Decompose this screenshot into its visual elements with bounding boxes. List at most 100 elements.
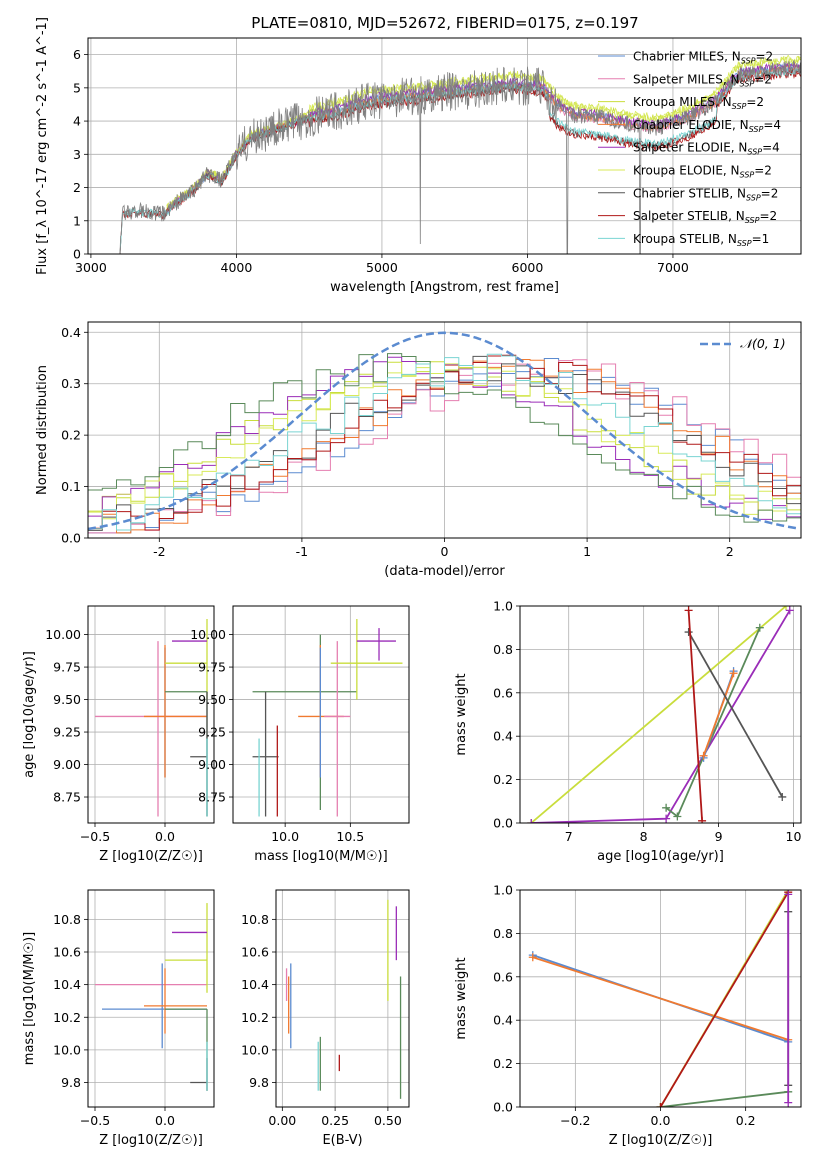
weight-marker [656,1103,665,1107]
weight-line [665,627,761,818]
mass_vs_Z-ytick-label: 10.6 [53,945,81,960]
normal-curve [88,331,799,531]
age_vs_mass-ytick-label: 9.75 [198,660,226,675]
weight_vs_Z-frame [519,889,802,1108]
mass_vs_Z-axes: −0.5 0.0 9.8 10.0 10.2 10.4 10.6 10.8 Z [log10(Z… [22,890,214,1148]
weight_vs_age-ylabel: mass weight [454,673,469,755]
residuals-legend: 𝒩(0, 1) [700,336,786,351]
age_vs_Z-errorbars [95,618,208,817]
age_vs_Z-xlabel: Z [log10(Z/Z☉)] [99,849,203,864]
mass_vs_ebv-errorbars [285,899,402,1099]
weight_vs_age-ytick-label: 0.0 [493,816,513,831]
weight-marker [684,606,693,615]
residual-histogram [88,353,801,531]
legend-entry: Chabrier MILES, NSSP=2 [633,50,773,66]
residuals-xlabel: (data-model)/error [384,564,505,579]
weight_vs_Z-xtick-label: 0.2 [736,1113,756,1128]
age_vs_Z-xtick-label: 0.0 [155,829,175,844]
weight_vs_age-ytick-label: 0.8 [493,642,513,657]
age_vs_mass-ytick-label: 10.00 [190,627,226,642]
age_vs_Z-ytick-label: 9.50 [53,692,81,707]
mass_vs_ebv-ytick-label: 9.8 [249,1075,269,1090]
weight-marker [782,606,791,610]
mass_vs_ebv-xtick-label: 0.00 [268,1113,296,1128]
spectrum-data-line [119,59,801,254]
weight_vs_age-ytick-label: 1.0 [493,599,513,614]
weight_vs_age-xtick-label: 7 [565,829,573,844]
weight-marker [527,819,536,823]
weight_vs_age-xtick-label: 8 [640,829,648,844]
weight-line [659,891,789,1107]
age_vs_Z-frame [87,605,215,824]
weight-marker [699,751,708,760]
weight_vs_Z-ytick-label: 0.4 [493,1013,513,1028]
mass_vs_ebv-ytick-label: 10.4 [241,977,269,992]
mass_vs_ebv-ytick-label: 10.6 [241,945,269,960]
spectrum-xtick-label: 5000 [366,260,398,275]
mass_vs_Z-ytick-label: 10.4 [53,977,81,992]
weight_vs_Z-ytick-label: 0.8 [493,926,513,941]
weight_vs_age-ytick-label: 0.4 [493,729,513,744]
residuals-ytick-label: 0.4 [61,325,81,340]
age_vs_Z-ytick-label: 9.00 [53,757,81,772]
legend-entry: Kroupa STELIB, NSSP=1 [633,232,769,248]
spectrum-ytick-label: 5 [73,80,81,95]
residual-histogram [88,358,801,534]
residuals-ytick-label: 0.2 [61,428,81,443]
residuals-xtick-label: 0 [441,544,449,559]
mass_vs_ebv-ytick-label: 10.8 [241,912,269,927]
spectrum-ytick-label: 1 [73,213,81,228]
residuals-xtick-label: -1 [296,544,308,559]
residuals-frame [87,321,802,539]
mass_vs_Z-xlabel: Z [log10(Z/Z☉)] [99,1133,203,1148]
mass_vs_ebv-xtick-label: 0.25 [321,1113,349,1128]
mass_vs_Z-errorbars [95,903,208,1091]
age_vs_mass-xtick-label: 10.0 [271,829,299,844]
age_vs_Z-ytick-label: 9.75 [53,660,81,675]
residuals-ytick-label: 0.0 [61,531,81,546]
weight_vs_Z-ytick-label: 1.0 [493,883,513,898]
weight_vs_Z-ylabel: mass weight [454,957,469,1039]
legend-entry: Salpeter ELODIE, NSSP=4 [633,141,780,157]
age_vs_Z-ytick-label: 10.00 [45,627,81,642]
spectrum-lines [119,54,801,254]
residuals-ytick-label: 0.3 [61,376,81,391]
age_vs_Z-axes: −0.5 0.0 8.75 9.00 9.25 9.50 9.75 10.00 Z [log10… [22,606,214,864]
weight-line [660,1090,789,1107]
mass_vs_Z-ylabel: mass [log10(M/M☉)] [22,932,37,1065]
weight-marker [698,816,707,823]
weight-marker [684,628,693,637]
weight-marker [662,814,671,823]
weight_vs_Z-xtick-label: −0.2 [560,1113,590,1128]
residual-histogram [88,353,801,523]
weight-marker [729,669,738,678]
legend-entry: Salpeter MILES, NSSP=2 [633,72,772,88]
residuals-xtick-label: 1 [583,544,591,559]
spectrum-ytick-label: 0 [73,247,81,262]
mass_vs_ebv-axes: 0.00 0.25 0.50 9.8 10.0 10.2 10.4 10.6 10.8 E(B-V… [241,890,409,1148]
mass_vs_Z-ytick-label: 10.0 [53,1042,81,1057]
age_vs_Z-ytick-label: 8.75 [53,790,81,805]
mass_vs_Z-ytick-label: 9.8 [61,1075,81,1090]
legend-entry: Kroupa MILES, NSSP=2 [633,95,764,111]
legend-entry: 𝒩(0, 1) [740,336,786,351]
weight_vs_Z-ytick-label: 0.0 [493,1100,513,1115]
weight_vs_age-lines [527,606,794,823]
legend-entry: Chabrier ELODIE, NSSP=4 [633,118,781,134]
weight-marker [673,812,682,821]
age_vs_Z-ytick-label: 9.25 [53,725,81,740]
spectrum-xtick-label: 7000 [657,260,689,275]
weight-line [702,672,735,757]
age_vs_mass-ytick-label: 9.00 [198,757,226,772]
residual-hists [88,331,801,534]
age_vs_mass-frame [232,605,410,824]
weight_vs_age-axes: 7 8 9 10 0.0 0.2 0.4 0.6 0.8 1.0 age [log10(age/yr… [454,599,802,865]
spectrum-ytick-label: 6 [73,47,81,62]
weight-marker [778,792,787,801]
spectrum-xtick-label: 6000 [512,260,544,275]
spectrum-legend: Chabrier MILES, NSSP=2 Salpeter MILES, NS… [598,50,781,248]
legend-entry: Salpeter STELIB, NSSP=2 [633,209,777,225]
mass_vs_Z-xtick-label: −0.5 [80,1113,110,1128]
mass_vs_Z-xtick-label: 0.0 [155,1113,175,1128]
